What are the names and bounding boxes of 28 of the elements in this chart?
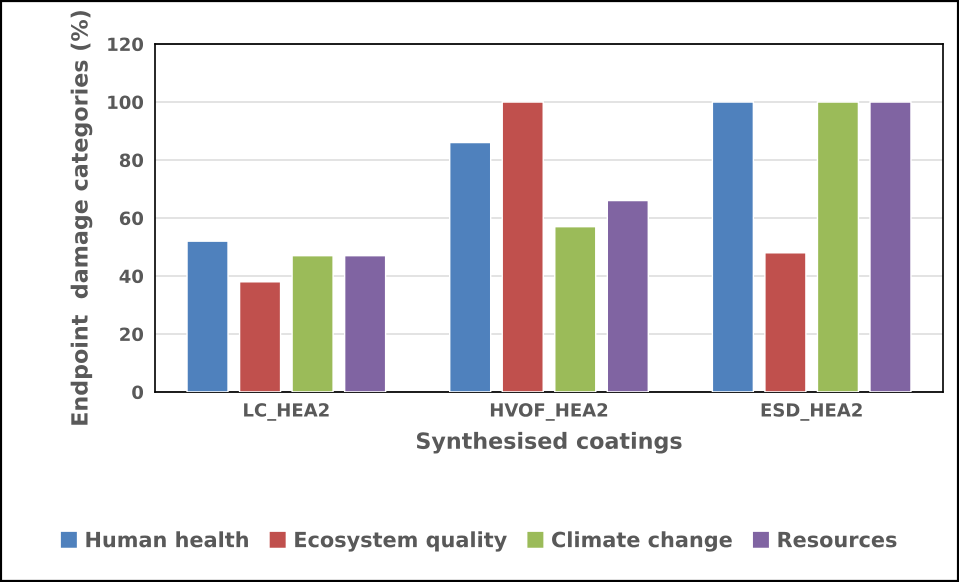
bar [712, 101, 754, 392]
bar [764, 252, 807, 392]
bar [606, 200, 649, 392]
y-tick-label: 0 [132, 385, 144, 400]
y-tick-label: 60 [120, 211, 144, 226]
y-tick-label: 40 [120, 269, 144, 284]
bar [186, 240, 229, 392]
bar [554, 226, 596, 392]
legend-label: Human health [86, 531, 248, 548]
bar [449, 142, 492, 392]
y-axis-title: Endpoint damage categories (%) [70, 11, 92, 425]
bar [816, 101, 860, 392]
y-tick-label: 100 [108, 95, 144, 110]
legend-label: Resources [778, 532, 896, 548]
x-tick-label: LC_HEA2 [244, 403, 329, 421]
x-axis-title: Synthesised coatings [416, 432, 682, 454]
y-tick-label: 80 [120, 153, 144, 168]
bar [869, 101, 912, 392]
y-tick-label: 20 [120, 327, 144, 342]
bar [291, 255, 334, 392]
x-tick-label: ESD_HEA2 [762, 403, 862, 421]
y-tick-label: 120 [108, 37, 144, 52]
legend-label: Climate change [552, 531, 732, 552]
bar [344, 255, 386, 392]
bar [502, 101, 544, 392]
x-tick-label: HVOF_HEA2 [490, 403, 608, 421]
legend-label: Ecosystem quality [295, 531, 507, 552]
bar [238, 281, 282, 392]
